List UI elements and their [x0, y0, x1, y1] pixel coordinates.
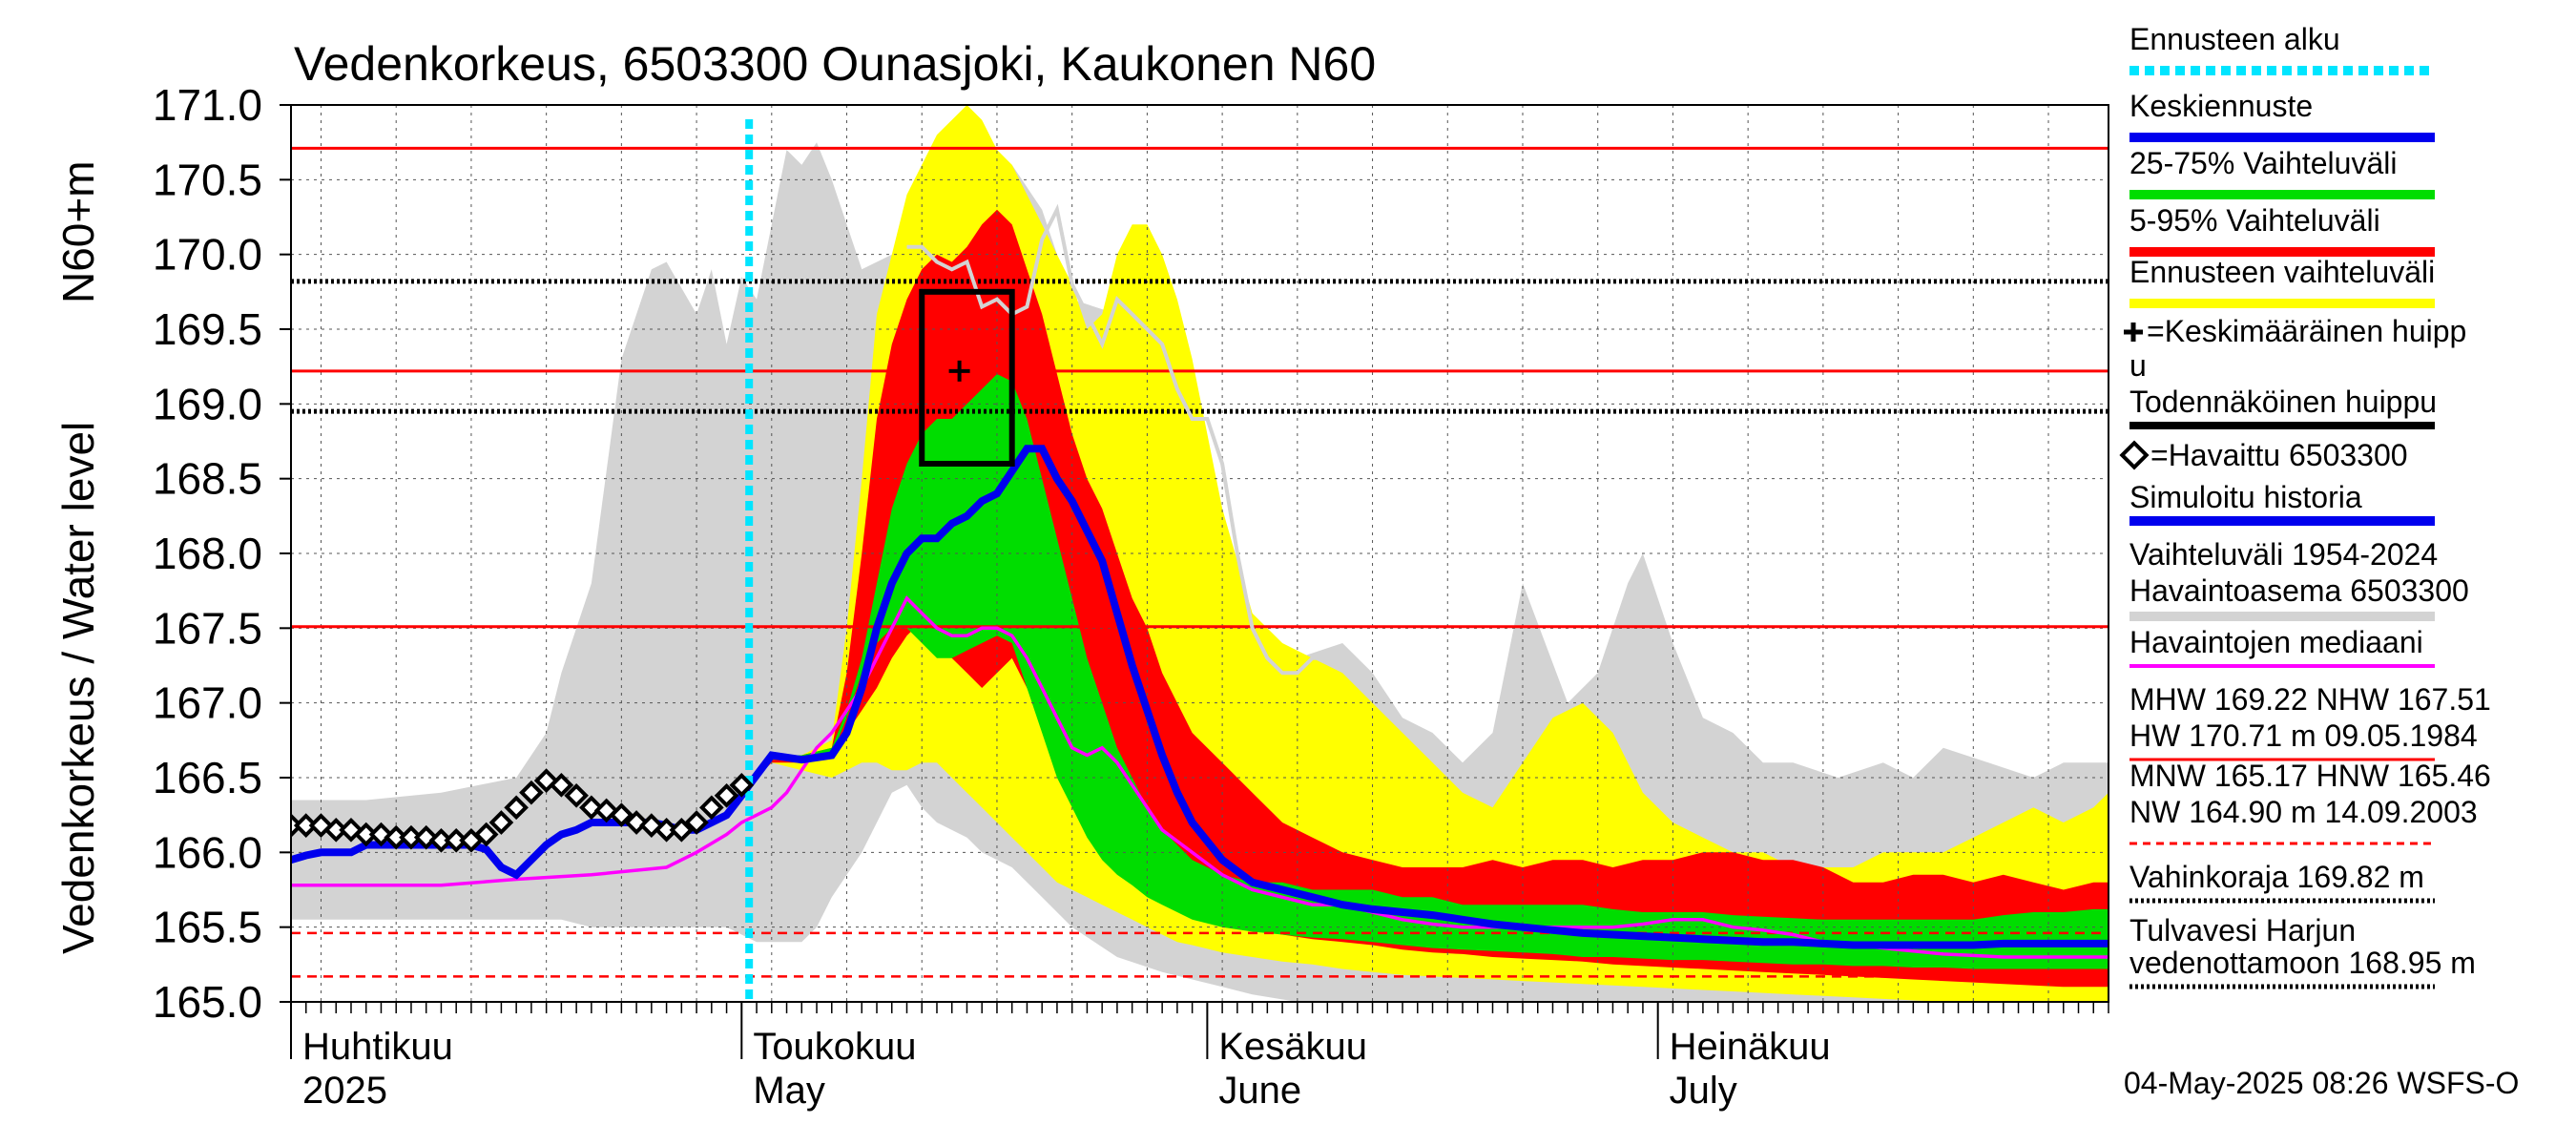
legend-flood-label-2: vedenottamoon 168.95 m [2129, 946, 2476, 980]
legend-mean-peak: =Keskimääräinen huipp u [2124, 314, 2466, 383]
mean-peak-marker [948, 360, 970, 382]
observed-point [519, 780, 544, 805]
observed-point [669, 818, 695, 843]
legend-item-label: 5-95% Vaihteluväli [2129, 203, 2380, 238]
x-month-label: Heinäkuu [1670, 1026, 1831, 1068]
observed-point [593, 798, 619, 823]
observed-point [473, 822, 499, 847]
y-axis: 165.0 165.5 166.0 166.5 167.0 167.5 168.0 168.5… [153, 80, 291, 1027]
chart-title: Vedenkorkeus, 6503300 Ounasjoki, Kaukone… [294, 37, 1376, 91]
legend-item-label: Ennusteen alku [2129, 22, 2340, 56]
legend-simulated-label: Simuloitu historia [2129, 480, 2362, 514]
observed-point [504, 795, 529, 821]
legend-item-label: Ennusteen vaihteluväli [2129, 255, 2435, 289]
y-tick-label: 167.5 [153, 603, 262, 653]
footer-timestamp: 04-May-2025 08:26 WSFS-O [2124, 1066, 2519, 1100]
legend-history-label-2: Havaintoasema 6503300 [2129, 573, 2469, 608]
observed-point [488, 810, 514, 835]
x-month-label-en: July [1670, 1070, 1737, 1112]
legend-history-label: Vaihteluväli 1954-2024 [2129, 537, 2438, 572]
observed-point [714, 782, 739, 808]
legend-mean-peak-label-cont: u [2129, 348, 2147, 383]
observed-markers [291, 768, 755, 853]
legend: Ennusteen alku Keskiennuste 25-75% Vaihtel… [2119, 22, 2491, 989]
legend-observed-label: =Havaittu 6503300 [2150, 438, 2408, 472]
observed-point [549, 773, 574, 798]
plot-area [291, 105, 2109, 1002]
legend-item-label: Keskiennuste [2129, 89, 2313, 123]
y-axis-unit: N60+m [53, 160, 103, 303]
x-month-label: Toukokuu [753, 1026, 916, 1068]
diamond-marker-icon [2119, 440, 2150, 470]
grid-lines [291, 105, 2109, 1002]
legend-flood-label: Tulvavesi Harjun [2129, 913, 2356, 947]
legend-mean-peak-label: =Keskimääräinen huipp [2147, 314, 2466, 348]
observed-point [564, 782, 589, 808]
y-tick-label: 166.0 [153, 827, 262, 877]
legend-hw-stats-2: HW 170.71 m 09.05.1984 [2129, 718, 2478, 753]
x-month-label-en: 2025 [302, 1070, 387, 1112]
legend-nw-stats-2: NW 164.90 m 14.09.2003 [2129, 795, 2478, 829]
y-tick-label: 171.0 [153, 80, 262, 130]
median-observed-line [291, 595, 2109, 959]
y-axis-title: Vedenkorkeus / Water level [53, 422, 103, 954]
observed-point [684, 810, 709, 835]
legend-median-label: Havaintojen mediaani [2129, 625, 2423, 659]
x-month-label: Kesäkuu [1218, 1026, 1367, 1068]
legend-hw-stats: MHW 169.22 NHW 167.51 [2129, 682, 2491, 717]
observed-point [729, 773, 755, 798]
legend-nw-stats: MNW 165.17 HNW 165.46 [2129, 759, 2491, 793]
y-tick-label: 167.0 [153, 678, 262, 728]
y-tick-label: 165.0 [153, 977, 262, 1027]
x-month-label-en: June [1218, 1070, 1301, 1112]
probable-peak-box [919, 288, 1015, 468]
mean-forecast-line [746, 445, 2109, 949]
x-month-label-en: May [753, 1070, 825, 1112]
legend-damage-limit: Vahinkoraja 169.82 m [2129, 860, 2424, 894]
y-tick-label: 170.0 [153, 230, 262, 280]
y-tick-label: 168.5 [153, 454, 262, 504]
legend-probable-peak-label: Todennäköinen huippu [2129, 385, 2437, 419]
observed-point [413, 824, 439, 850]
y-tick-label: 169.5 [153, 304, 262, 354]
observed-point [698, 795, 724, 821]
observed-point [308, 813, 334, 838]
y-tick-label: 170.5 [153, 155, 262, 204]
y-tick-label: 165.5 [153, 903, 262, 952]
observed-point [609, 802, 634, 827]
forecast-25-75-band [749, 374, 2109, 969]
y-tick-label: 168.0 [153, 529, 262, 578]
x-month-label: Huhtikuu [302, 1026, 453, 1068]
y-tick-label: 166.5 [153, 753, 262, 802]
reference-lines [291, 146, 2109, 978]
legend-item-label: 25-75% Vaihteluväli [2129, 146, 2397, 180]
y-tick-label: 169.0 [153, 379, 262, 428]
